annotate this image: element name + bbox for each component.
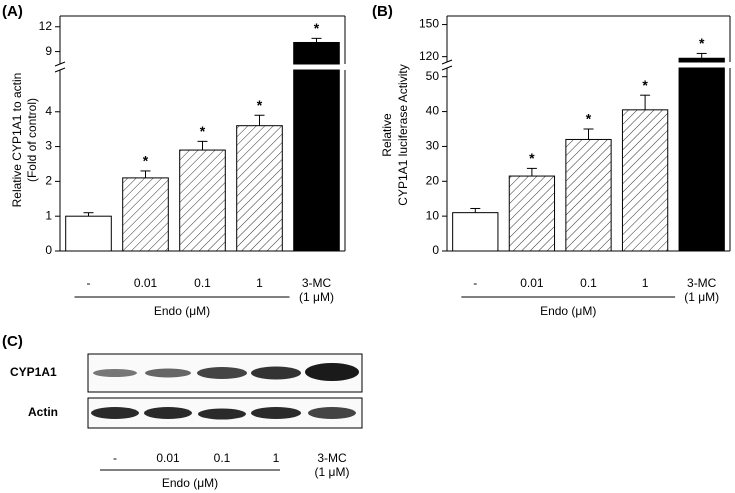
bar: [179, 149, 226, 252]
significance-mark: *: [699, 35, 705, 51]
y-tick-label: 9: [45, 44, 52, 58]
y-tick-label: 120: [419, 49, 439, 63]
axis-break: [441, 65, 453, 71]
bar: [65, 215, 112, 252]
significance-mark: *: [586, 111, 592, 127]
significance-mark: *: [257, 97, 263, 113]
y-tick-label: 10: [426, 208, 440, 222]
y-axis-title: Relative: [380, 113, 394, 157]
y-axis-title: CYP1A1 luciferase Activity: [396, 64, 410, 205]
bar: [621, 109, 669, 252]
lane-label: -: [113, 451, 117, 465]
lane-label: 0.1: [213, 451, 231, 465]
group-label: Endo (μM): [540, 304, 596, 318]
row-label: CYP1A1: [10, 365, 57, 379]
y-tick-label: 150: [419, 17, 439, 31]
y-tick-label: 30: [426, 139, 440, 153]
x-tick-label: 3-MC (1 μM): [684, 276, 720, 304]
axis-break: [54, 61, 66, 67]
significance-mark: *: [314, 20, 320, 36]
x-tick-label: 0.1: [580, 276, 597, 290]
row-label: Actin: [28, 405, 58, 419]
y-tick-label: 12: [39, 19, 53, 33]
y-tick-label: 0: [45, 243, 52, 257]
group-label: Endo (μM): [154, 304, 210, 318]
bar: [293, 69, 340, 252]
y-axis-title: (Fold of control): [25, 98, 39, 182]
y-tick-label: 4: [45, 104, 52, 118]
x-tick-label: 0.1: [194, 276, 211, 290]
y-tick-label: 1: [45, 208, 52, 222]
bar: [452, 212, 499, 252]
panel-label: (B): [372, 3, 393, 20]
x-tick-label: 1: [256, 276, 263, 290]
panel-label: (C): [2, 333, 23, 350]
significance-mark: *: [529, 150, 535, 166]
x-tick-label: 1: [641, 276, 649, 290]
y-axis-title: Relative CYP1A1 to actin: [10, 73, 24, 208]
significance-mark: *: [642, 77, 648, 93]
bands: [91, 363, 359, 420]
bar: [236, 125, 283, 252]
y-tick-label: 3: [45, 139, 52, 153]
x-tick-label: -: [86, 276, 91, 290]
significance-mark: *: [200, 123, 206, 139]
y-tick-label: 20: [426, 173, 440, 187]
axis-break: [441, 59, 453, 65]
x-tick-label: 3-MC (1 μM): [299, 276, 334, 304]
y-tick-label: 40: [426, 104, 440, 118]
lane-label: 1: [272, 451, 280, 465]
y-tick-label: 2: [45, 174, 52, 188]
bar: [122, 177, 169, 252]
significance-mark: *: [143, 153, 149, 169]
bar: [293, 41, 340, 65]
y-tick-label: 0: [432, 243, 439, 257]
bar: [678, 57, 725, 63]
y-tick-label: 50: [426, 69, 440, 83]
x-tick-label: 0.01: [520, 276, 544, 290]
lane-label: 3-MC (1 μM): [314, 451, 350, 479]
panel-label: (A): [2, 3, 23, 20]
bar: [565, 138, 612, 252]
bar: [508, 175, 556, 252]
x-tick-label: 0.01: [133, 276, 158, 290]
x-tick-label: -: [473, 276, 478, 290]
axis-break: [54, 67, 66, 73]
bar: [678, 67, 725, 252]
lane-label: 0.01: [156, 451, 180, 465]
group-label: Endo (μM): [162, 476, 218, 490]
